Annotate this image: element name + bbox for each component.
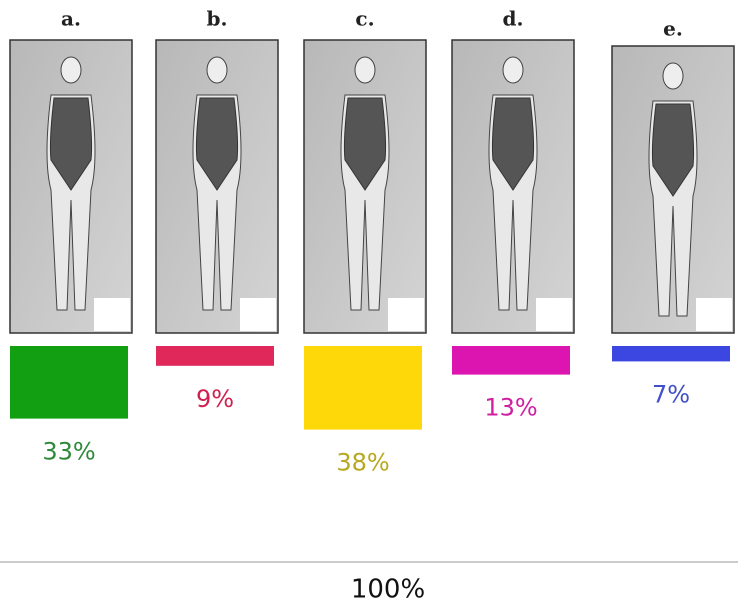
figure-head [662,62,684,90]
category-label: e. [663,17,683,41]
category-label: c. [355,7,374,31]
figure-corner [388,298,424,331]
category-label: b. [207,7,228,31]
figure-swimsuit [343,97,387,191]
bar [10,346,128,419]
value-label: 13% [484,394,537,422]
figure-swimsuit [195,97,239,191]
figure-swimsuit [49,97,93,191]
category-label: a. [61,7,81,31]
figure-corner [240,298,276,331]
value-label: 9% [196,385,234,413]
figure-corner [536,298,572,331]
figure-head [502,56,524,84]
value-label: 38% [336,449,389,477]
figure-head [354,56,376,84]
figure-swimsuit [651,103,695,197]
figure-head [60,56,82,84]
bar [452,346,570,375]
bar [612,346,730,362]
value-label: 33% [42,438,95,466]
value-label: 7% [652,380,690,408]
bar [304,346,422,430]
total-label: 100% [351,575,425,603]
figure-swimsuit [491,97,535,191]
figure-corner [696,298,732,331]
bar [156,346,274,366]
figure-head [206,56,228,84]
figure-corner [94,298,130,331]
category-label: d. [503,7,524,31]
